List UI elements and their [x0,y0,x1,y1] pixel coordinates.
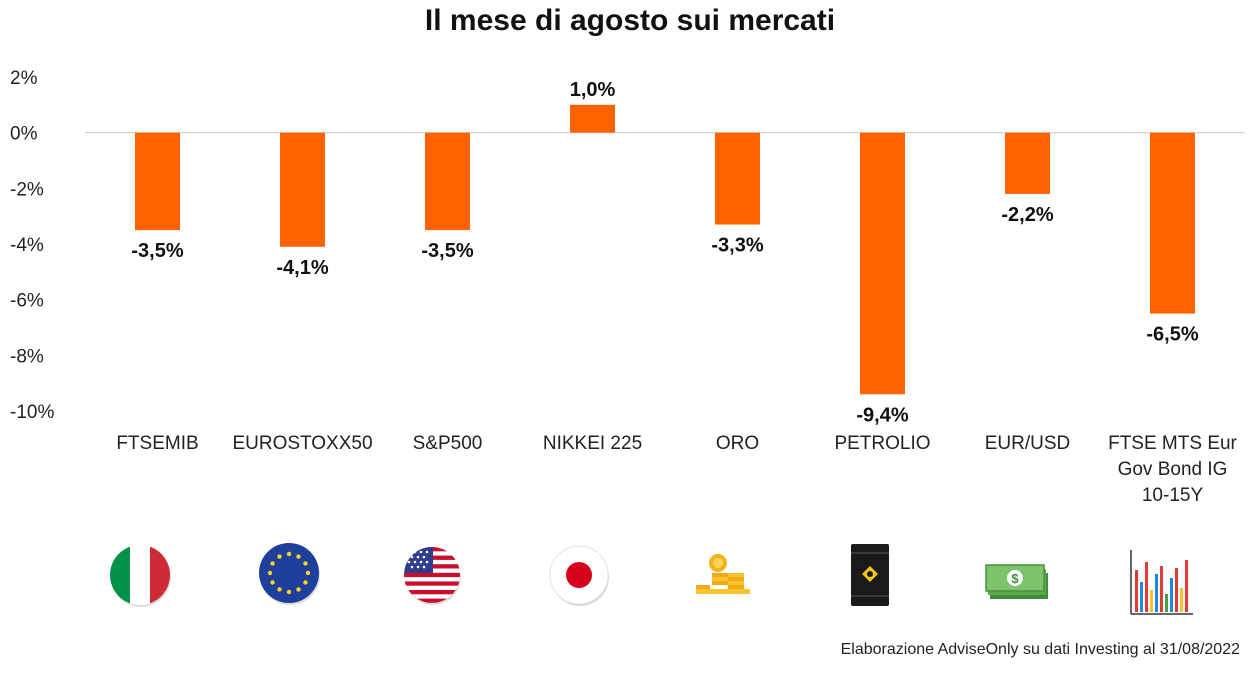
bar [570,104,615,133]
svg-text:$: $ [1011,571,1019,586]
y-tick-label: -8% [10,346,44,367]
eu-flag-icon [254,538,324,608]
japan-flag-icon [544,540,614,610]
category-label: S&P500 [413,433,483,454]
category-label: FTSE MTS Eur [1108,433,1237,454]
category-label: ORO [716,433,759,454]
eu-star [296,554,301,559]
bar [1005,132,1050,194]
category-label: NIKKEI 225 [543,433,642,454]
data-label: -3,3% [711,235,763,257]
y-axis: 2% 0% -2% -4% -6% -8% -10% [10,68,54,423]
eu-star [270,580,275,585]
bar [860,132,905,395]
eu-star [286,551,292,557]
category-label: 10-15Y [1142,485,1204,506]
eu-star [286,589,292,595]
y-tick-label: 0% [10,124,38,145]
usa-flag-icon [397,540,467,610]
gold-coins-icon [690,545,760,615]
data-label: -4,1% [276,257,328,279]
eu-star [303,561,308,566]
eu-star [305,570,311,576]
category-label: EUR/USD [985,433,1071,454]
bar [1150,132,1195,314]
bar [715,132,760,225]
data-label: -3,5% [421,240,473,262]
bar [425,132,470,231]
y-tick-label: -6% [10,291,44,312]
dollar-banknote-icon: $ [982,545,1052,615]
bar-chart-icon [1125,548,1195,618]
category-labels: FTSEMIB EUROSTOXX50 S&P500 NIKKEI 225 ORO PET… [116,433,1237,506]
y-tick-label: -10% [10,402,54,423]
category-label: Gov Bond IG [1118,459,1228,480]
data-label: -3,5% [131,240,183,262]
eu-star [277,587,282,592]
eu-star [303,580,308,585]
eu-star [267,570,273,576]
y-tick-label: -4% [10,235,44,256]
italy-flag-icon [105,540,175,610]
eu-star [296,587,301,592]
source-note: Elaborazione AdviseOnly su dati Investin… [840,641,1240,658]
category-label: EUROSTOXX50 [232,433,372,454]
data-label: 1,0% [570,79,616,101]
data-label: -2,2% [1001,204,1053,226]
data-label: -9,4% [856,404,908,426]
y-tick-label: -2% [10,179,44,200]
eu-star [270,561,275,566]
bar [135,132,180,231]
data-labels: -3,5% -4,1% -3,5% 1,0% -3,3% -9,4% -2,2% -6,5% [131,79,1198,426]
category-label: FTSEMIB [116,433,198,454]
y-tick-label: 2% [10,68,38,89]
eu-star [277,554,282,559]
oil-barrel-icon [836,540,906,610]
data-label: -6,5% [1146,324,1198,346]
category-label: PETROLIO [834,433,930,454]
bar [280,132,325,247]
chart-title: Il mese di agosto sui mercati [424,4,836,37]
bars [135,104,1195,395]
